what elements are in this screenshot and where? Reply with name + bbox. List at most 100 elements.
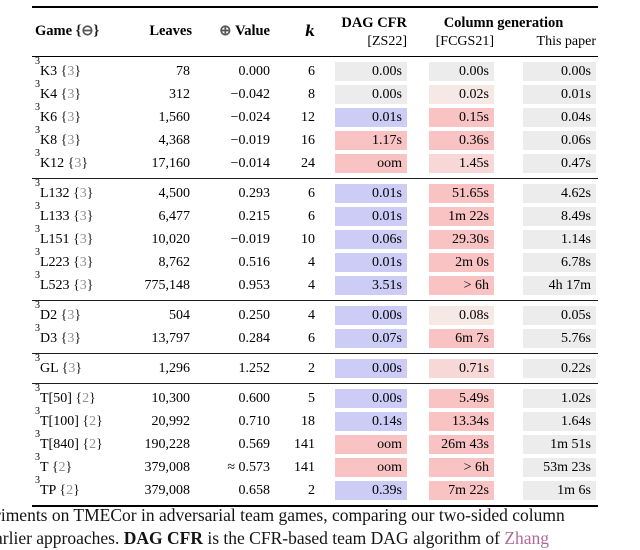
circled-minus-icon: ⊖ — [81, 23, 94, 39]
dag-cfr-time-cell: 0.00s — [317, 354, 409, 384]
table-row: 3D2 {3} 504 0.250 4 0.00s 0.08s 0.05s — [32, 299, 598, 328]
this-paper-time-cell: 4.62s — [496, 179, 598, 206]
game-player-count-sup: 3 — [35, 299, 40, 311]
dag-cfr-time-cell-box: 0.01s — [335, 207, 407, 226]
fcgs-time-cell: 0.02s — [409, 83, 496, 106]
game-set-brace-close: } — [75, 360, 83, 376]
game-set-brace-close: } — [86, 185, 94, 201]
game-name-cell: 3K4 {3} — [32, 79, 142, 106]
game-set-brace-close: } — [65, 459, 73, 475]
this-paper-time-cell-box: 1.02s — [523, 389, 596, 408]
value-cell: ≈ 0.573 — [227, 459, 270, 475]
game-set-brace-open: { — [60, 132, 68, 148]
table-row: 3TP {2} 379,008 0.658 2 0.39s 7m 22s 1m 6s — [32, 475, 598, 506]
fcgs-time-cell-box: 0.02s — [429, 85, 494, 104]
table-row: 3K3 {3} 78 0.000 6 0.00s 0.00s 0.00s — [32, 56, 598, 84]
fcgs-time-cell: 0.71s — [409, 354, 496, 384]
caption-dag-cfr-term: DAG CFR — [123, 528, 203, 548]
fcgs-time-cell: 0.08s — [409, 301, 496, 328]
fcgs-time-cell-box: 0.08s — [429, 306, 494, 325]
value-cell: 0.569 — [238, 436, 271, 452]
game-player-count-sup: 3 — [35, 474, 40, 486]
table-row: 3D3 {3} 13,797 0.284 6 0.07s 6m 7s 5.76s — [32, 323, 598, 354]
header-this-paper: This paper — [536, 34, 596, 49]
leaves-cell: 6,477 — [158, 208, 191, 224]
value-cell: 0.658 — [238, 482, 271, 498]
caption-citation-link[interactable]: Zhang — [504, 528, 550, 548]
fcgs-time-cell: 1.45s — [409, 152, 496, 179]
game-name: K12 — [40, 155, 65, 171]
this-paper-time-cell: 0.22s — [496, 354, 598, 384]
dag-cfr-time-cell: oom — [317, 152, 409, 179]
game-name: GL — [40, 360, 59, 376]
game-set-brace-close: } — [96, 413, 103, 429]
dag-cfr-time-cell: 0.01s — [317, 106, 409, 129]
dag-cfr-time-cell: 0.01s — [317, 179, 409, 206]
leaves-cell: 8,762 — [158, 254, 191, 270]
dag-cfr-time-cell-box: 1.17s — [335, 131, 407, 150]
this-paper-time-cell-box: 1.14s — [523, 230, 596, 249]
game-set-brace-open: { — [73, 254, 80, 270]
dag-cfr-time-cell: 0.14s — [317, 410, 409, 433]
header-value-label: Value — [235, 23, 270, 39]
circled-plus-icon: ⊕ — [219, 23, 232, 39]
this-paper-time-cell-box: 5.76s — [523, 329, 596, 348]
table-row: 3T {2} 379,008 ≈ 0.573 141 oom > 6h 53m 23s — [32, 452, 598, 479]
leaves-cell: 1,560 — [158, 109, 191, 125]
dag-cfr-time-cell-box: 0.39s — [335, 481, 407, 500]
this-paper-time-cell-box: 53m 23s — [523, 458, 596, 477]
fcgs-time-cell-box: 0.71s — [429, 359, 494, 378]
dag-cfr-time-cell: 0.00s — [317, 57, 409, 84]
game-set-brace-open: { — [67, 155, 75, 171]
leaves-cell: 17,160 — [151, 155, 191, 171]
fcgs-time-cell-box: > 6h — [429, 458, 494, 477]
value-cell: −0.014 — [230, 155, 270, 171]
value-cell: 0.250 — [238, 307, 271, 323]
game-set-brace-open: { — [60, 63, 68, 79]
table-group-2: 3D2 {3} 504 0.250 4 0.00s 0.08s 0.05s 3D3 {3} 13… — [32, 299, 598, 354]
this-paper-time-cell-box: 0.47s — [523, 154, 596, 173]
game-set-brace-open: { — [60, 109, 68, 125]
game-set-brace-close: } — [86, 231, 94, 247]
value-cell: 0.293 — [238, 185, 271, 201]
this-paper-time-cell-box: 4.62s — [523, 184, 596, 203]
game-name-cell: 3L132 {3} — [32, 178, 142, 206]
header-dag-cfr-cite: [ZS22] — [367, 34, 407, 49]
game-set-brace-open: { — [60, 307, 68, 323]
game-player-count-sup: 3 — [35, 147, 40, 159]
fcgs-time-cell: 26m 43s — [409, 433, 496, 456]
dag-cfr-time-cell-box: 0.01s — [335, 184, 407, 203]
this-paper-time-cell: 1.64s — [496, 410, 598, 433]
game-set-size: 3 — [79, 277, 87, 293]
dag-cfr-time-cell-box: 0.00s — [335, 389, 407, 408]
fcgs-time-cell-box: 1m 22s — [429, 207, 494, 226]
results-table-container: Game {⊖} Leaves ⊕ Value k DAG CFR Column… — [32, 6, 598, 507]
game-set-size: 3 — [67, 109, 75, 125]
fcgs-time-cell-box: 2m 0s — [429, 253, 494, 272]
value-cell: 0.516 — [238, 254, 271, 270]
this-paper-time-cell-box: 0.04s — [523, 108, 596, 127]
game-set-brace-close: } — [74, 86, 82, 102]
game-name: T[100] — [40, 413, 79, 429]
value-cell: −0.024 — [230, 109, 270, 125]
table-row: 3K4 {3} 312 −0.042 8 0.00s 0.02s 0.01s — [32, 79, 598, 106]
table-row: 3L133 {3} 6,477 0.215 6 0.01s 1m 22s 8.49s — [32, 201, 598, 228]
dag-cfr-time-cell-box: oom — [335, 154, 407, 173]
fcgs-time-cell-box: 5.49s — [429, 389, 494, 408]
game-name: K6 — [40, 109, 58, 125]
game-set-brace-close: } — [74, 109, 82, 125]
dag-cfr-time-cell-box: 0.00s — [335, 62, 407, 81]
game-player-count-sup: 3 — [35, 382, 40, 394]
leaves-cell: 379,008 — [144, 482, 191, 498]
game-name-cell: 3T[50] {2} — [32, 382, 142, 411]
game-set-size: 2 — [66, 482, 74, 498]
fcgs-time-cell: 0.15s — [409, 106, 496, 129]
k-cell: 24 — [301, 155, 315, 171]
dag-cfr-time-cell-box: 0.14s — [335, 412, 407, 431]
value-cell: 0.284 — [238, 330, 271, 346]
this-paper-time-cell-box: 0.05s — [523, 306, 596, 325]
dag-cfr-time-cell: 0.00s — [317, 301, 409, 328]
game-set-brace-close: } — [74, 63, 82, 79]
dag-cfr-time-cell-box: oom — [335, 458, 407, 477]
game-name: L151 — [40, 231, 70, 247]
